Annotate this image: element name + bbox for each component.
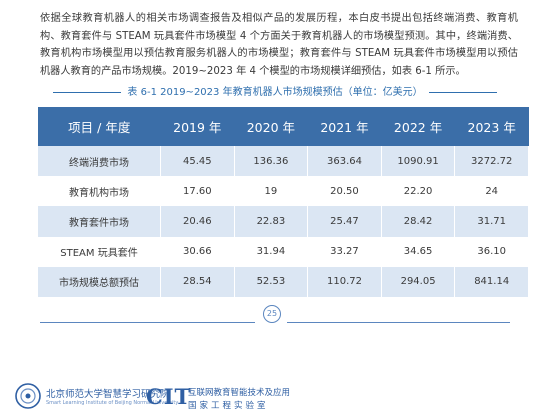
- institute-name-cn: 北京师范大学智慧学习研究院: [46, 389, 170, 400]
- lab-name-line1: 互联网教育智能技术及应用: [188, 388, 291, 398]
- row-label: 市场规模总额预估: [38, 266, 161, 297]
- table-cell: 19: [234, 176, 309, 207]
- table-cell: 294.05: [381, 266, 456, 297]
- table-cell: 363.64: [307, 146, 382, 177]
- table-cell: 25.47: [307, 206, 382, 237]
- table-cell: 20.50: [307, 176, 382, 207]
- table-row: STEAM 玩具套件 30.66 31.94 33.27 34.65 36.10: [38, 236, 529, 267]
- header-cell: 2020 年: [234, 107, 308, 146]
- page-number: 25: [263, 305, 281, 323]
- page-number-bar: [0, 316, 550, 328]
- table-cell: 1090.91: [381, 146, 456, 177]
- footer: 北京师范大学智慧学习研究院 Smart Learning Institute o…: [0, 376, 550, 416]
- table-cell: 31.94: [234, 236, 309, 267]
- caption-text: 表 6-1 2019~2023 年教育机器人市场规模预估（单位：亿美元）: [127, 87, 423, 98]
- table-row: 教育机构市场 17.60 19 20.50 22.20 24: [38, 176, 529, 207]
- table-cell: 36.10: [454, 236, 529, 267]
- table-cell: 17.60: [160, 176, 235, 207]
- header-cell: 2022 年: [381, 107, 455, 146]
- page-rule-left: [40, 322, 255, 323]
- table-cell: 33.27: [307, 236, 382, 267]
- body-paragraph: 依据全球教育机器人的相关市场调查报告及相似产品的发展历程，本白皮书提出包括终端消…: [40, 13, 518, 77]
- row-label: 教育套件市场: [38, 206, 161, 237]
- lab-name-line2: 国家工程实验室: [188, 401, 269, 411]
- table-row: 市场规模总额预估 28.54 52.53 110.72 294.05 841.1…: [38, 266, 529, 297]
- caption-rule-right: [428, 91, 497, 93]
- page-rule-right: [287, 322, 510, 323]
- header-cell: 项目 / 年度: [38, 107, 161, 146]
- table-row: 终端消费市场 45.45 136.36 363.64 1090.91 3272.…: [38, 146, 529, 177]
- table-cell: 24: [454, 176, 529, 207]
- table-cell: 22.20: [381, 176, 456, 207]
- row-label: 终端消费市场: [38, 146, 161, 177]
- table-cell: 3272.72: [454, 146, 529, 177]
- table-cell: 28.42: [381, 206, 456, 237]
- bnu-logo-icon: [15, 383, 41, 409]
- table-cell: 30.66: [160, 236, 235, 267]
- table-cell: 136.36: [234, 146, 309, 177]
- table-cell: 45.45: [160, 146, 235, 177]
- header-cell: 2021 年: [307, 107, 382, 146]
- cit-logo: CIT: [146, 384, 192, 409]
- table-cell: 841.14: [454, 266, 529, 297]
- table-cell: 34.65: [381, 236, 456, 267]
- table-cell: 110.72: [307, 266, 382, 297]
- table-cell: 22.83: [234, 206, 309, 237]
- header-cell: 2023 年: [454, 107, 529, 146]
- table-header-row: 项目 / 年度 2019 年 2020 年 2021 年 2022 年 2023…: [38, 107, 529, 146]
- table-cell: 20.46: [160, 206, 235, 237]
- table-caption: 表 6-1 2019~2023 年教育机器人市场规模预估（单位：亿美元）: [0, 83, 550, 98]
- table-cell: 28.54: [160, 266, 235, 297]
- header-cell: 2019 年: [160, 107, 235, 146]
- table-cell: 52.53: [234, 266, 309, 297]
- table-row: 教育套件市场 20.46 22.83 25.47 28.42 31.71: [38, 206, 529, 237]
- market-size-table: 项目 / 年度 2019 年 2020 年 2021 年 2022 年 2023…: [38, 107, 529, 297]
- caption-rule-left: [53, 91, 122, 93]
- row-label: 教育机构市场: [38, 176, 161, 207]
- row-label: STEAM 玩具套件: [38, 236, 161, 267]
- institute-name-en: Smart Learning Institute of Beijing Norm…: [46, 400, 179, 406]
- table-cell: 31.71: [454, 206, 529, 237]
